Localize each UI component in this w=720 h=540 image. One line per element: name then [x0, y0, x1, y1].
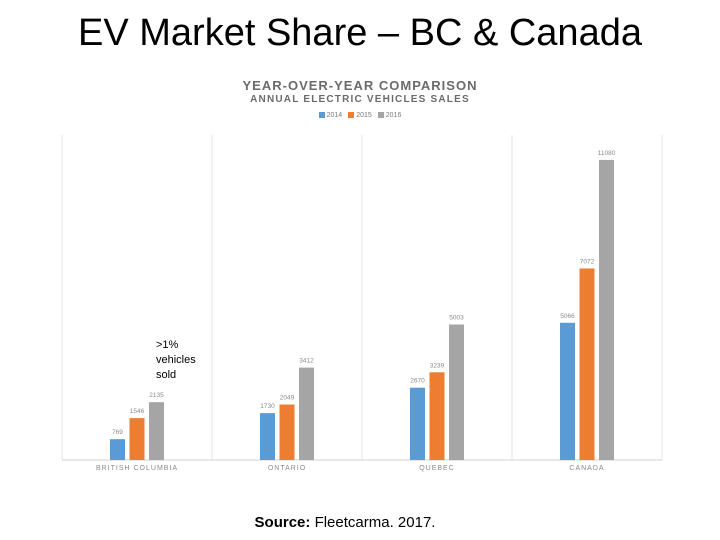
chart-container: 769 1546 2135 BRITISH COLUMBIA 1730 2049 3412 O…	[55, 75, 665, 475]
legend-item: 2014	[318, 112, 343, 119]
data-label: 2135	[149, 392, 164, 399]
data-label: 5003	[449, 315, 464, 322]
source-citation: Source: Fleetcarma. 2017.	[0, 514, 690, 531]
bar-2014	[560, 322, 575, 460]
bar-2015	[429, 372, 445, 460]
x-tick-label: CANADA	[569, 465, 604, 472]
market-share-note: >1% vehicles sold	[156, 339, 196, 381]
legend-swatch	[348, 112, 355, 119]
legend-label: 2015	[356, 112, 372, 119]
source-text: Fleetcarma. 2017.	[314, 514, 436, 531]
data-label: 1546	[130, 408, 145, 415]
legend-label: 2016	[385, 112, 402, 119]
data-label: 3412	[299, 358, 314, 365]
x-tick-label: BRITISH COLUMBIA	[96, 465, 178, 472]
data-label: 769	[112, 429, 123, 436]
chart-legend: 2014 2015 2016	[55, 112, 665, 119]
bar-2016	[299, 367, 314, 460]
data-label: 11080	[598, 150, 616, 157]
bar-2014	[260, 413, 275, 460]
legend-label: 2014	[326, 112, 343, 119]
bar-2015	[279, 404, 295, 460]
data-label: 2049	[280, 395, 295, 402]
legend-item: 2015	[348, 112, 372, 119]
chart-title: YEAR-OVER-YEAR COMPARISON	[242, 78, 478, 93]
data-label: 5066	[560, 313, 575, 320]
data-label: 1730	[260, 403, 275, 410]
bar-chart: 769 1546 2135 BRITISH COLUMBIA 1730 2049 3412 O…	[61, 135, 663, 472]
bar-2016	[599, 159, 614, 460]
x-tick-label: ONTARIO	[268, 465, 306, 472]
source-label: Source:	[254, 514, 311, 531]
bar-2014	[110, 439, 125, 460]
data-label: 3239	[430, 362, 445, 369]
legend-item: 2016	[377, 112, 402, 119]
bar-2016	[149, 402, 164, 460]
bar-2014	[410, 387, 425, 460]
chart-subtitle: ANNUAL ELECTRIC VEHICLES SALES	[250, 94, 470, 105]
bar-2016	[449, 324, 464, 460]
bar-2015	[129, 418, 145, 460]
legend-swatch	[318, 112, 325, 119]
data-label: 7072	[580, 258, 595, 265]
x-tick-label: QUEBEC	[419, 465, 455, 472]
legend-swatch	[377, 112, 384, 119]
bar-2015	[579, 268, 595, 460]
slide-title: EV Market Share – BC & Canada	[78, 12, 642, 54]
data-label: 2670	[410, 378, 425, 385]
